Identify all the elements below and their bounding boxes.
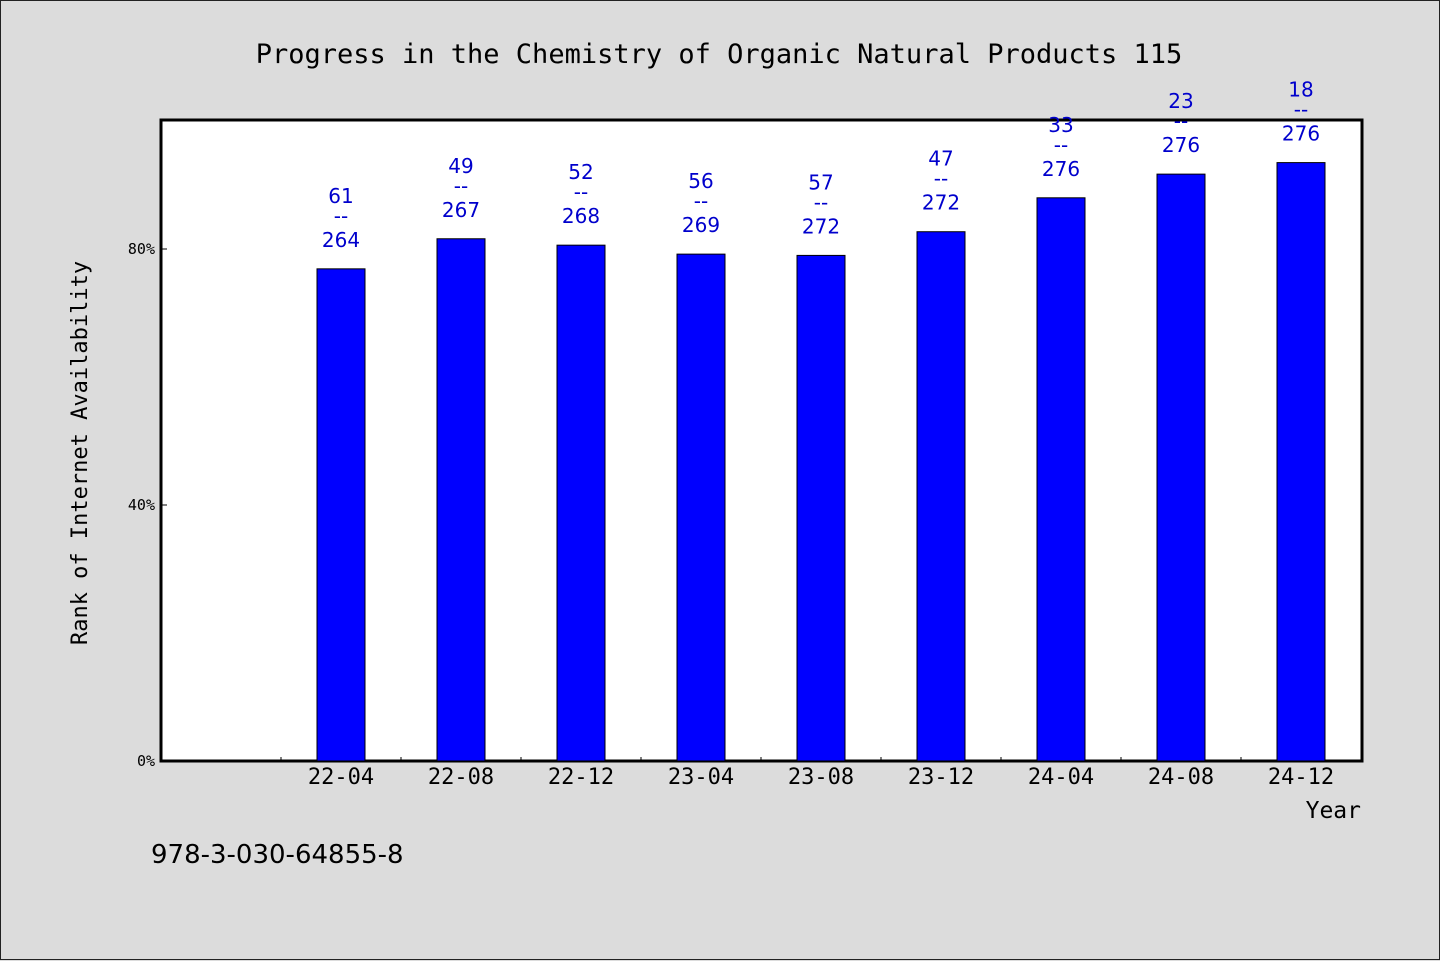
- bar-22-08: [436, 238, 486, 762]
- data-label-separator: --: [334, 204, 348, 228]
- data-labels-group: 264--61267--49268--52269--56272--57272--…: [322, 78, 1320, 252]
- chart-title: Progress in the Chemistry of Organic Nat…: [256, 39, 1183, 70]
- x-tick-label: 24-08: [1148, 765, 1214, 790]
- data-label-total: 272: [802, 214, 840, 238]
- data-label-total: 264: [322, 228, 360, 252]
- data-label-rank: 61: [328, 184, 353, 208]
- bars-group: [316, 162, 1326, 762]
- data-label-separator: --: [574, 180, 588, 204]
- data-label-separator: --: [454, 174, 468, 198]
- data-label-separator: --: [814, 190, 828, 214]
- data-label-rank: 52: [568, 160, 593, 184]
- data-label-separator: --: [1054, 133, 1068, 157]
- data-label-rank: 23: [1168, 89, 1193, 113]
- data-label-total: 268: [562, 204, 600, 228]
- data-label-separator: --: [1294, 98, 1308, 122]
- bar-23-12: [916, 231, 966, 762]
- data-label-rank: 18: [1288, 78, 1313, 102]
- bar-23-04: [676, 253, 726, 762]
- bar-24-08: [1156, 173, 1206, 762]
- x-tick-label: 22-12: [548, 765, 614, 790]
- x-tick-labels: 22-04 22-08 22-12 23-04 23-08 23-12 24-04 24-08…: [308, 765, 1334, 790]
- data-label-total: 267: [442, 198, 480, 222]
- data-label-rank: 49: [448, 154, 473, 178]
- y-axis-label: Rank of Internet Availability: [68, 261, 93, 645]
- data-label-total: 276: [1042, 157, 1080, 181]
- x-tick-label: 24-04: [1028, 765, 1094, 790]
- data-label-rank: 57: [808, 170, 833, 194]
- bar-24-12: [1276, 162, 1326, 762]
- data-label-rank: 56: [688, 169, 713, 193]
- data-label-rank: 47: [928, 147, 953, 171]
- y-tick-label: 0%: [137, 752, 155, 770]
- data-label-rank: 33: [1048, 113, 1073, 137]
- bar-22-04: [316, 268, 366, 762]
- x-tick-label: 23-04: [668, 765, 734, 790]
- data-label-total: 269: [682, 213, 720, 237]
- x-tick-label: 23-12: [908, 765, 974, 790]
- x-tick-label: 23-08: [788, 765, 854, 790]
- data-label-total: 276: [1162, 133, 1200, 157]
- data-label-separator: --: [1174, 109, 1188, 133]
- y-tick-label: 80%: [128, 240, 155, 258]
- isbn-footer: 978-3-030-64855-8: [151, 840, 404, 870]
- y-tick-labels: 0% 40% 80%: [128, 240, 155, 770]
- x-tick-label: 22-08: [428, 765, 494, 790]
- bar-24-04: [1036, 197, 1086, 762]
- data-label-total: 272: [922, 191, 960, 215]
- x-axis-label: Year: [1306, 798, 1361, 824]
- data-label-total: 276: [1282, 122, 1320, 146]
- y-tick-label: 40%: [128, 496, 155, 514]
- x-tick-label: 22-04: [308, 765, 374, 790]
- bar-22-12: [556, 244, 606, 762]
- x-tick-label: 24-12: [1268, 765, 1334, 790]
- data-label-separator: --: [934, 167, 948, 191]
- data-label-separator: --: [694, 189, 708, 213]
- bar-23-08: [796, 254, 846, 762]
- axis-ticks: [161, 248, 1362, 762]
